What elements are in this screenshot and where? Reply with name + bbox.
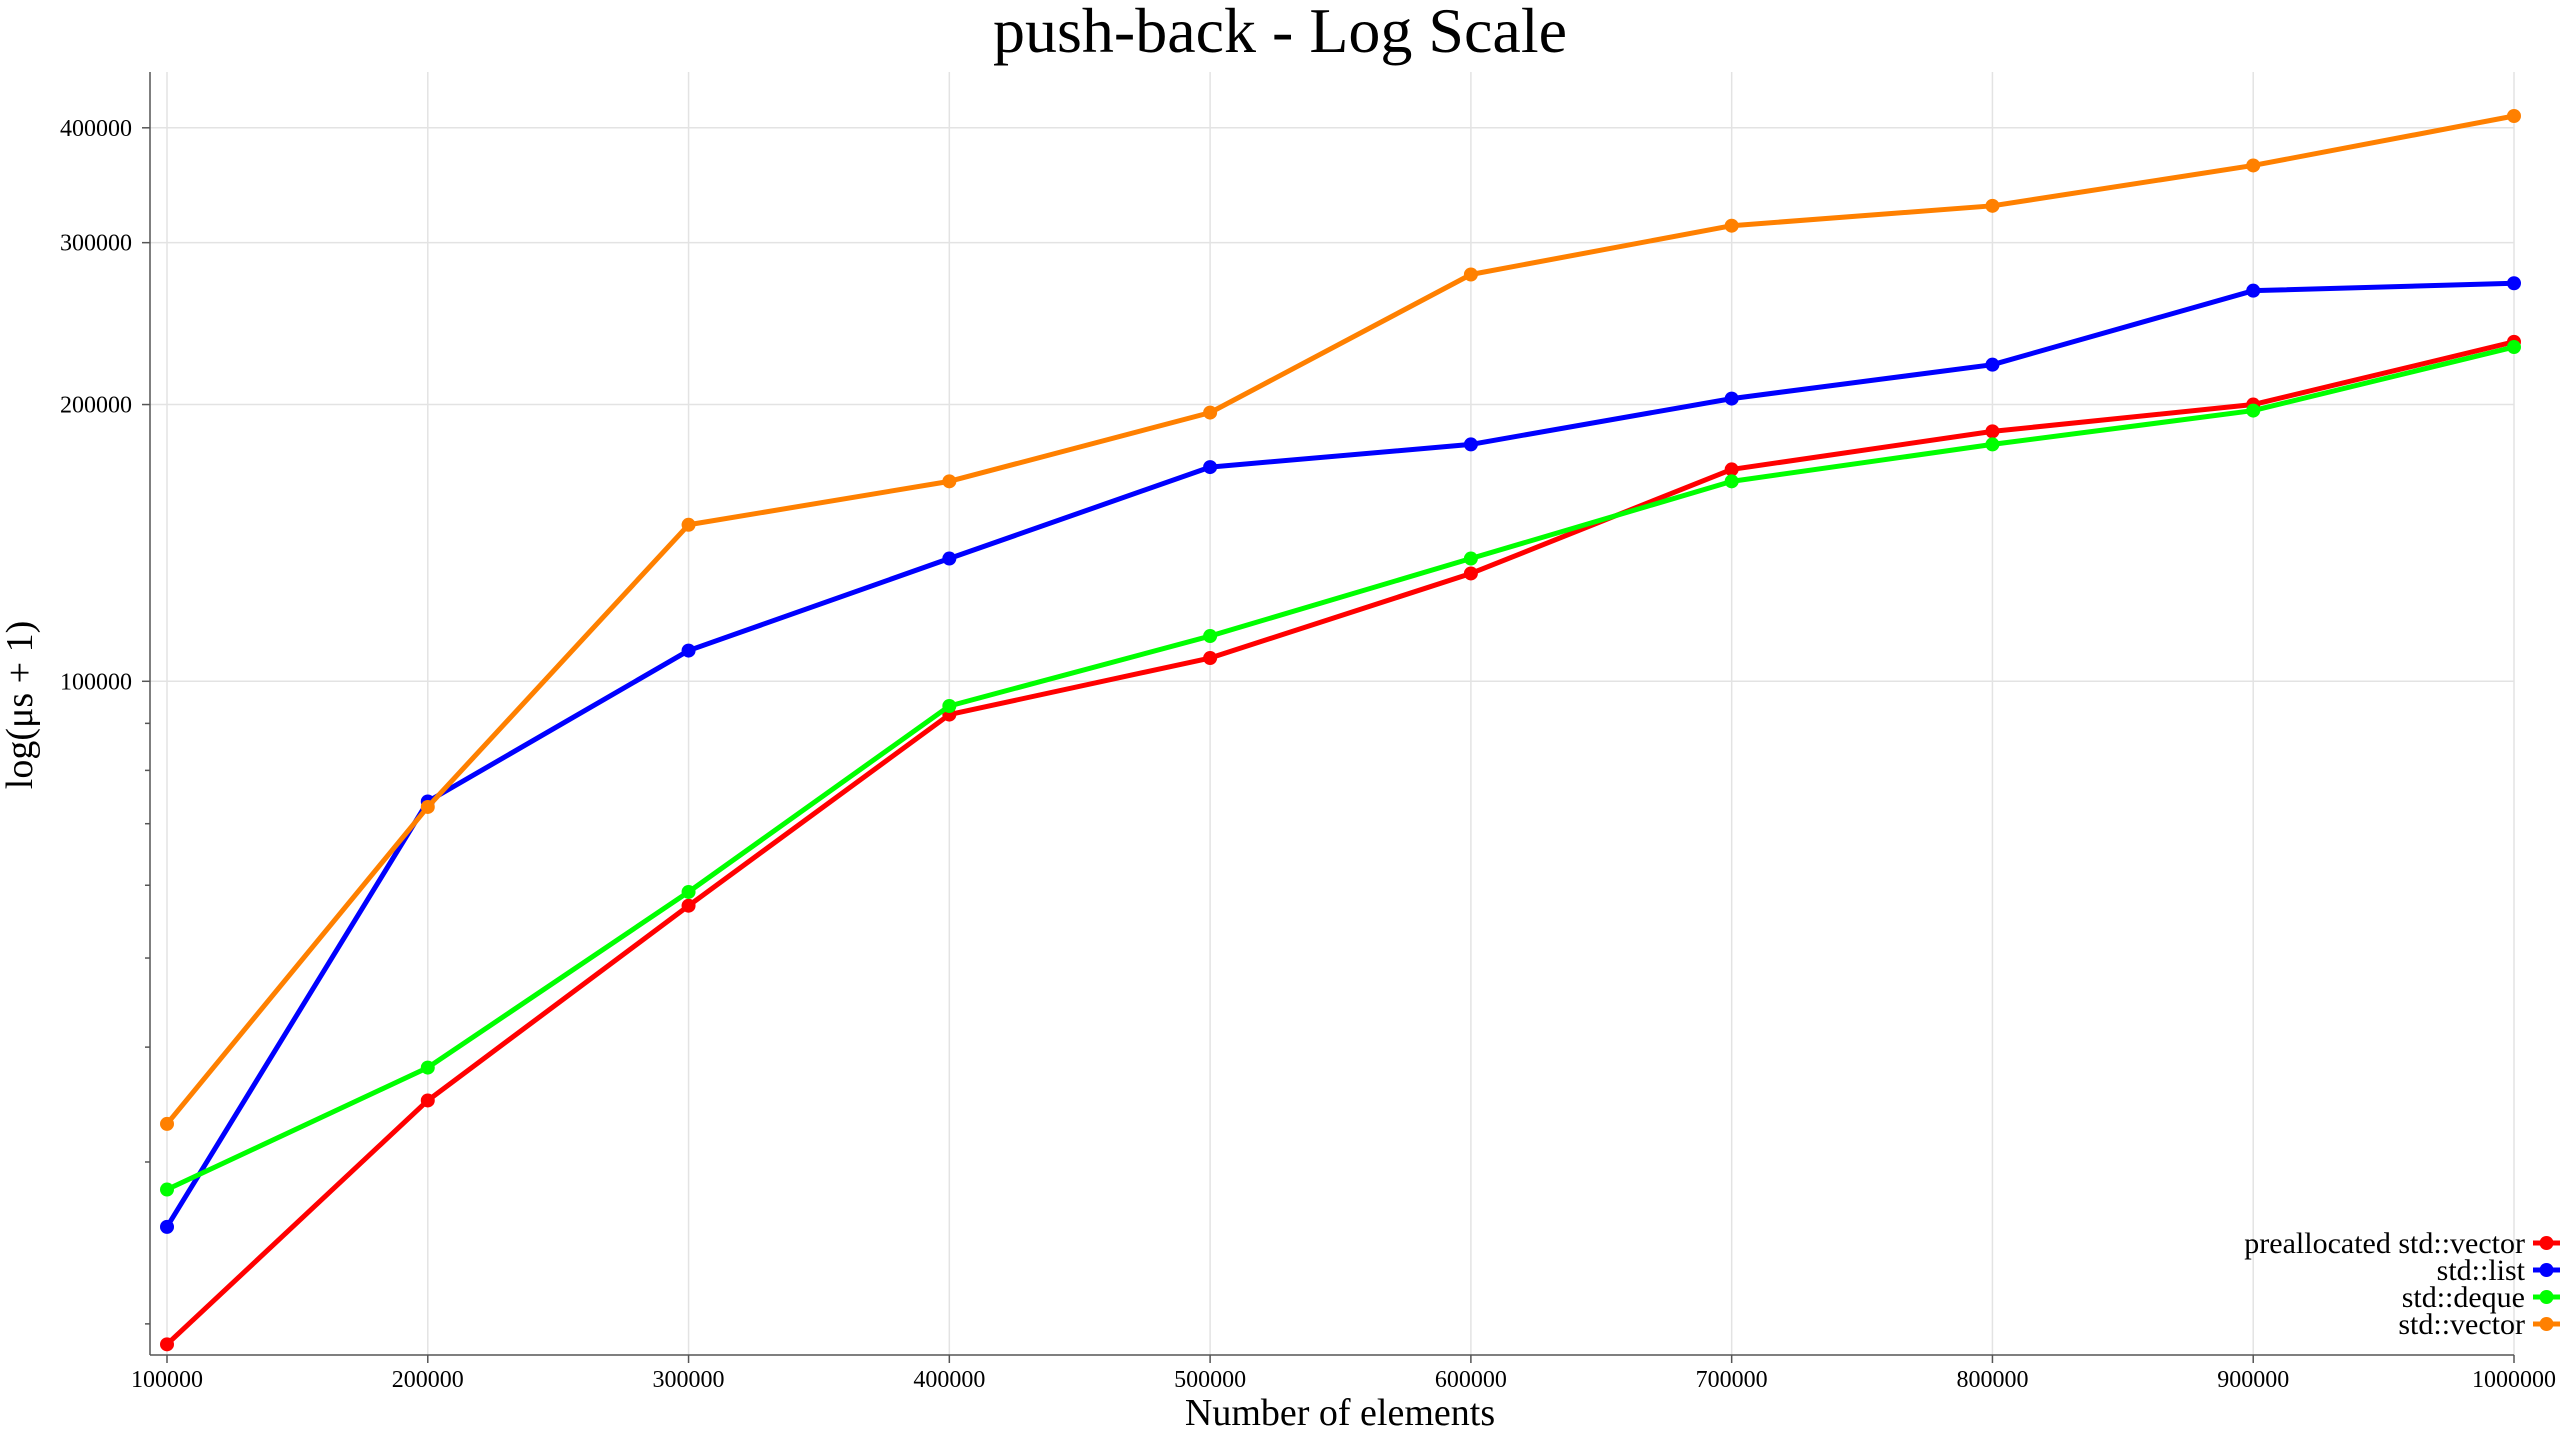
data-point (2246, 403, 2261, 418)
data-point (1985, 198, 2000, 213)
data-point (160, 1182, 174, 1197)
data-point (1463, 566, 1478, 581)
series-line-3 (164, 113, 2517, 1127)
data-point (681, 643, 696, 658)
data-point (1203, 460, 1218, 475)
data-point (420, 1093, 435, 1108)
axes (142, 72, 2515, 1363)
x-tick-label: 400000 (913, 1367, 985, 1393)
data-point (2507, 276, 2521, 291)
y-tick-label: 400000 (60, 116, 132, 142)
data-point (1463, 267, 1478, 282)
series-line-0 (164, 339, 2517, 1347)
legend-swatch-point (2539, 1317, 2554, 1331)
tick-labels: 100000 200000 300000 400000 500000 600000 7000… (60, 116, 2556, 1393)
data-point (2246, 158, 2261, 173)
x-tick-label: 1000000 (2472, 1367, 2556, 1393)
data-point (420, 799, 435, 814)
series-line-2 (164, 344, 2517, 1193)
data-point (1985, 357, 2000, 372)
y-tick-label: 100000 (60, 669, 132, 695)
x-tick-label: 900000 (2217, 1367, 2289, 1393)
data-point (1203, 405, 1218, 420)
legend-swatch-point (2539, 1290, 2554, 1304)
chart-title: push-back - Log Scale (993, 0, 1567, 66)
legend-swatch-point (2539, 1236, 2554, 1250)
data-point (1724, 391, 1739, 406)
data-point (160, 1337, 174, 1352)
data-point (2507, 340, 2521, 355)
x-tick-label: 700000 (1696, 1367, 1768, 1393)
data-point (681, 517, 696, 532)
data-point (942, 698, 957, 713)
legend-label: std::vector (2398, 1308, 2525, 1341)
data-point (1463, 437, 1478, 452)
x-axis-label: Number of elements (1185, 1392, 1495, 1434)
x-tick-label: 600000 (1435, 1367, 1507, 1393)
legend-label: preallocated std::vector (2244, 1227, 2525, 1260)
legend-label: std::list (2437, 1254, 2526, 1287)
y-axis-label: log(μs + 1) (0, 621, 41, 789)
x-tick-label: 500000 (1174, 1367, 1246, 1393)
x-tick-label: 800000 (1956, 1367, 2028, 1393)
legend-swatch-point (2539, 1263, 2554, 1277)
data-point (681, 884, 696, 899)
data-point (160, 1116, 174, 1131)
series-line-1 (164, 280, 2517, 1230)
data-point (1985, 437, 2000, 452)
data-point (942, 474, 957, 489)
data-point (1724, 462, 1739, 477)
x-tick-label: 200000 (392, 1367, 464, 1393)
series-lines (160, 108, 2521, 1352)
data-point (1724, 218, 1739, 233)
data-point (1724, 474, 1739, 489)
data-point (420, 1060, 435, 1075)
data-point (1203, 651, 1218, 666)
data-point (2246, 283, 2261, 298)
data-point (1203, 629, 1218, 644)
data-point (1463, 551, 1478, 566)
x-tick-label: 300000 (653, 1367, 725, 1393)
legend-label: std::deque (2402, 1281, 2525, 1314)
data-point (942, 551, 957, 566)
y-tick-label: 300000 (60, 231, 132, 257)
data-point (681, 898, 696, 913)
x-tick-label: 100000 (131, 1367, 203, 1393)
y-tick-label: 200000 (60, 393, 132, 419)
legend: preallocated std::vectorstd::liststd::de… (2244, 1227, 2560, 1341)
data-point (160, 1219, 174, 1234)
grid (150, 72, 2515, 1355)
data-point (1985, 424, 2000, 439)
data-point (2507, 108, 2521, 123)
